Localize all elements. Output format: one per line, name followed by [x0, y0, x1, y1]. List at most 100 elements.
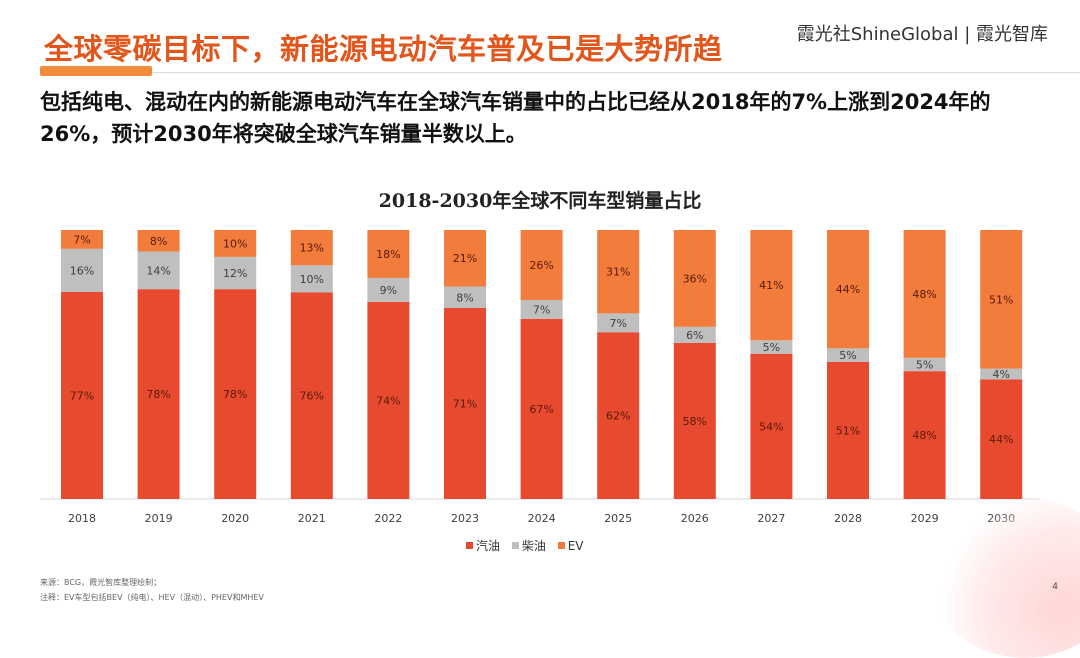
bar-segment-gasoline-2020	[214, 289, 257, 499]
subtitle: 包括纯电、混动在内的新能源电动汽车在全球汽车销量中的占比已经从2018年的7%上…	[40, 90, 991, 146]
data-label-diesel-2029: 5%	[916, 359, 933, 372]
data-label-gasoline-2022: 74%	[376, 394, 400, 407]
bar-segment-diesel-2028	[827, 348, 869, 362]
bar-segment-ev-2028	[827, 230, 869, 349]
legend-label-ev: EV	[567, 539, 584, 553]
legend-swatch-ev	[557, 542, 565, 549]
x-tick-label-2024: 2024	[528, 512, 556, 525]
x-tick-label-2029: 2029	[911, 512, 939, 525]
footnote-note: 注释：EV车型包括BEV（纯电）、HEV（混动）、PHEV和MHEV	[40, 593, 264, 602]
bar-segment-diesel-2024	[520, 299, 563, 319]
bar-segment-ev-2025	[597, 230, 640, 314]
legend-label-gasoline: 汽油	[476, 539, 501, 553]
data-label-gasoline-2025: 62%	[606, 410, 630, 423]
legend-swatch-diesel	[511, 542, 519, 549]
legend-item-gasoline: 汽油	[466, 537, 500, 554]
bar-segment-diesel-2025	[597, 313, 640, 333]
bar-segment-diesel-2021	[290, 265, 333, 293]
data-label-ev-2029: 48%	[912, 288, 936, 301]
page-title: 全球零碳目标下，新能源电动汽车普及已是大势所趋	[44, 32, 723, 66]
legend-label-diesel: 柴油	[521, 539, 546, 553]
data-label-gasoline-2021: 76%	[300, 390, 324, 403]
footnote-source: 来源：BCG，霞光智库整理绘制；	[40, 578, 162, 587]
x-tick-label-2027: 2027	[757, 512, 785, 525]
bar-segment-gasoline-2027	[750, 353, 793, 499]
bar-segment-ev-2026	[673, 230, 716, 327]
x-tick-label-2025: 2025	[604, 512, 632, 525]
bar-segment-gasoline-2025	[597, 332, 640, 499]
data-label-ev-2018: 7%	[73, 233, 90, 246]
data-label-ev-2022: 18%	[376, 248, 400, 261]
bar-segment-ev-2019	[137, 230, 180, 252]
data-label-ev-2027: 41%	[759, 279, 783, 292]
bar-segment-ev-2027	[750, 230, 793, 341]
data-label-diesel-2027: 5%	[763, 341, 780, 354]
x-tick-label-2028: 2028	[834, 512, 862, 525]
data-label-diesel-2020: 12%	[223, 267, 247, 280]
brand-logo: 霞光社ShineGlobal | 霞光智库	[796, 24, 1048, 45]
x-tick-label-2020: 2020	[221, 512, 249, 525]
x-tick-label-2021: 2021	[298, 512, 326, 525]
data-label-diesel-2023: 8%	[456, 291, 473, 304]
data-label-gasoline-2020: 78%	[223, 388, 247, 401]
data-label-ev-2030: 51%	[989, 293, 1013, 306]
bar-segment-gasoline-2018	[61, 291, 103, 499]
bar-segment-diesel-2023	[444, 286, 486, 309]
data-label-gasoline-2023: 71%	[453, 398, 477, 411]
chart-title: 2018-2030年全球不同车型销量占比	[378, 190, 702, 212]
data-label-gasoline-2018: 77%	[70, 389, 94, 402]
data-label-ev-2025: 31%	[606, 266, 630, 279]
bar-segment-diesel-2026	[673, 326, 716, 343]
x-tick-label-2023: 2023	[451, 512, 479, 525]
chart-legend: 汽油 柴油 EV	[466, 537, 591, 554]
data-label-gasoline-2029: 48%	[912, 429, 936, 442]
bar-segment-gasoline-2019	[137, 289, 180, 499]
x-tick-label-2019: 2019	[145, 512, 173, 525]
data-label-gasoline-2028: 51%	[836, 424, 860, 437]
data-label-ev-2023: 21%	[453, 252, 477, 265]
data-label-diesel-2019: 14%	[146, 264, 170, 277]
bar-segment-ev-2024	[520, 230, 563, 300]
data-label-gasoline-2026: 58%	[683, 415, 707, 428]
legend-item-diesel: 柴油	[511, 537, 546, 554]
data-label-gasoline-2024: 67%	[529, 403, 553, 416]
x-tick-label-2018: 2018	[68, 512, 96, 525]
legend-swatch-gasoline	[466, 542, 473, 549]
bar-segment-gasoline-2024	[520, 318, 563, 499]
bar-segment-gasoline-2023	[444, 308, 486, 499]
legend-item-ev: EV	[557, 539, 584, 553]
bar-segment-diesel-2030	[980, 368, 1023, 380]
data-label-diesel-2028: 5%	[839, 349, 856, 362]
bar-segment-ev-2021	[290, 230, 333, 266]
data-label-diesel-2025: 7%	[609, 317, 626, 330]
data-label-diesel-2030: 4%	[992, 368, 1009, 381]
bar-segment-diesel-2027	[750, 340, 793, 354]
data-label-ev-2019: 8%	[150, 235, 167, 248]
stacked-bar-chart: 77% 16% 7% 2018 78% 14% 8% 2019 78% 12% 10% 2020 76%…	[40, 230, 1040, 525]
bar-segment-gasoline-2030	[980, 379, 1023, 499]
bar-segment-ev-2022	[367, 230, 410, 278]
bar-segment-diesel-2019	[137, 251, 180, 290]
bar-segment-gasoline-2028	[827, 361, 869, 499]
bar-segment-diesel-2018	[61, 248, 103, 292]
data-label-ev-2020: 10%	[223, 237, 247, 250]
x-tick-label-2026: 2026	[681, 512, 709, 525]
bar-segment-gasoline-2029	[903, 371, 946, 499]
bar-segment-ev-2023	[444, 230, 486, 287]
data-label-diesel-2024: 7%	[533, 303, 550, 316]
data-label-diesel-2026: 6%	[686, 329, 703, 342]
bar-segment-ev-2030	[980, 230, 1023, 369]
bar-segment-ev-2029	[903, 230, 946, 358]
data-label-ev-2026: 36%	[683, 272, 707, 285]
bar-segment-ev-2020	[214, 230, 257, 257]
bar-segment-gasoline-2026	[673, 342, 716, 499]
bar-segment-gasoline-2021	[290, 292, 333, 499]
data-label-diesel-2022: 9%	[380, 284, 397, 297]
data-label-gasoline-2030: 44%	[989, 433, 1013, 446]
bar-segment-diesel-2029	[903, 357, 946, 372]
page-number: 4	[1052, 582, 1058, 592]
data-label-ev-2021: 13%	[300, 242, 324, 255]
bar-segment-ev-2018	[61, 230, 103, 249]
data-label-ev-2028: 44%	[836, 283, 860, 296]
bar-segment-diesel-2022	[367, 277, 410, 302]
